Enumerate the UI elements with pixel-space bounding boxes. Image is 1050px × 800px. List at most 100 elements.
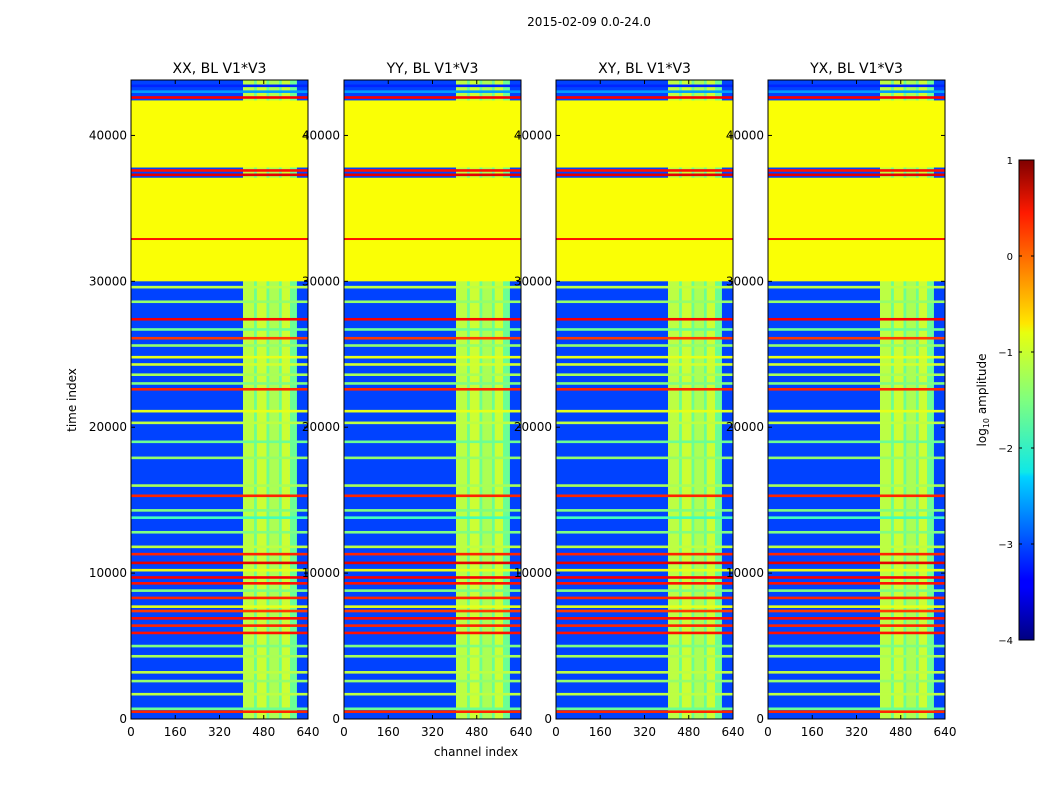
time-line bbox=[768, 644, 945, 648]
colorbar-tick-label: −3 bbox=[998, 540, 1013, 551]
colorbar-tick-label: 0 bbox=[1007, 252, 1013, 263]
y-tick-label: 20000 bbox=[726, 420, 764, 434]
flat-block bbox=[131, 100, 308, 168]
rfi-channel bbox=[694, 80, 704, 719]
time-line bbox=[131, 516, 308, 519]
time-line bbox=[131, 336, 308, 340]
time-line bbox=[556, 692, 733, 696]
time-line bbox=[556, 382, 733, 385]
rfi-channel bbox=[269, 80, 279, 719]
x-tick-label: 0 bbox=[127, 725, 135, 739]
time-line bbox=[131, 644, 308, 648]
time-line bbox=[131, 617, 308, 620]
time-line bbox=[768, 494, 945, 498]
time-line bbox=[768, 344, 945, 347]
time-line bbox=[131, 373, 308, 376]
panel-3: XY, BL V1*V3 0 160 320 480 640 0 10000 20000 3000… bbox=[514, 61, 745, 739]
rfi-channel bbox=[494, 80, 504, 719]
time-line bbox=[131, 494, 308, 498]
y-tick-label: 30000 bbox=[89, 274, 127, 288]
rfi-channel bbox=[456, 80, 468, 719]
time-line bbox=[556, 409, 733, 413]
time-line bbox=[556, 456, 733, 460]
flat-block bbox=[768, 100, 945, 168]
y-tick-label: 0 bbox=[544, 712, 552, 726]
time-line bbox=[131, 679, 308, 683]
time-line bbox=[344, 582, 521, 585]
y-tick-label: 0 bbox=[756, 712, 764, 726]
time-line bbox=[344, 710, 521, 714]
heatmap-1 bbox=[131, 80, 308, 719]
time-line bbox=[344, 654, 521, 658]
time-line bbox=[344, 576, 521, 579]
time-line bbox=[131, 285, 308, 289]
time-line bbox=[131, 545, 308, 549]
time-line bbox=[344, 617, 521, 620]
time-line bbox=[131, 169, 308, 172]
time-line bbox=[768, 382, 945, 385]
time-line bbox=[344, 373, 521, 376]
panel-1: XX, BL V1*V3 0 160 320 480 640 0 10000 20000 3000… bbox=[89, 61, 320, 739]
time-line bbox=[344, 328, 521, 331]
time-line bbox=[556, 568, 733, 572]
x-tick-label: 160 bbox=[377, 725, 400, 739]
time-line bbox=[768, 707, 945, 711]
x-tick-label: 640 bbox=[722, 725, 745, 739]
time-line bbox=[131, 589, 308, 592]
time-line bbox=[344, 421, 521, 425]
time-line bbox=[131, 238, 308, 241]
rfi-channel bbox=[706, 80, 716, 719]
time-line bbox=[768, 671, 945, 674]
time-line bbox=[768, 545, 945, 549]
time-line bbox=[344, 516, 521, 519]
heatmap-2 bbox=[344, 80, 521, 719]
time-line bbox=[556, 644, 733, 648]
time-line bbox=[768, 421, 945, 425]
time-line bbox=[131, 568, 308, 572]
time-line bbox=[768, 440, 945, 444]
time-line bbox=[131, 421, 308, 425]
time-line bbox=[556, 609, 733, 613]
time-line bbox=[556, 654, 733, 658]
time-line bbox=[556, 671, 733, 674]
y-tick-label: 20000 bbox=[514, 420, 552, 434]
time-line bbox=[768, 509, 945, 512]
time-line bbox=[131, 707, 308, 711]
time-line bbox=[556, 84, 733, 88]
time-line bbox=[768, 561, 945, 565]
y-axis-label: time index bbox=[65, 368, 79, 432]
time-line bbox=[131, 530, 308, 534]
time-line bbox=[344, 707, 521, 711]
x-tick-label: 160 bbox=[589, 725, 612, 739]
time-line bbox=[556, 317, 733, 321]
time-line bbox=[768, 90, 945, 93]
time-line bbox=[556, 552, 733, 556]
colorbar-body bbox=[1018, 159, 1035, 641]
y-tick-label: 30000 bbox=[514, 274, 552, 288]
colorbar-tick-label: −2 bbox=[998, 444, 1013, 455]
time-line bbox=[344, 300, 521, 304]
time-line bbox=[768, 710, 945, 714]
x-tick-label: 640 bbox=[934, 725, 957, 739]
time-line bbox=[131, 300, 308, 304]
time-line bbox=[556, 561, 733, 565]
y-tick-label: 30000 bbox=[302, 274, 340, 288]
x-tick-label: 320 bbox=[421, 725, 444, 739]
time-line bbox=[344, 552, 521, 556]
panel-title: XX, BL V1*V3 bbox=[173, 61, 267, 77]
time-line bbox=[556, 582, 733, 585]
time-line bbox=[344, 285, 521, 289]
x-tick-label: 160 bbox=[801, 725, 824, 739]
time-line bbox=[344, 494, 521, 498]
flat-block bbox=[556, 100, 733, 168]
colorbar-tick-label: 1 bbox=[1007, 156, 1013, 167]
time-line bbox=[344, 509, 521, 512]
time-line bbox=[131, 596, 308, 600]
time-line bbox=[768, 624, 945, 627]
time-line bbox=[768, 609, 945, 613]
time-line bbox=[131, 484, 308, 487]
time-line bbox=[131, 84, 308, 88]
time-line bbox=[556, 624, 733, 627]
time-line bbox=[556, 344, 733, 347]
time-line bbox=[344, 631, 521, 635]
